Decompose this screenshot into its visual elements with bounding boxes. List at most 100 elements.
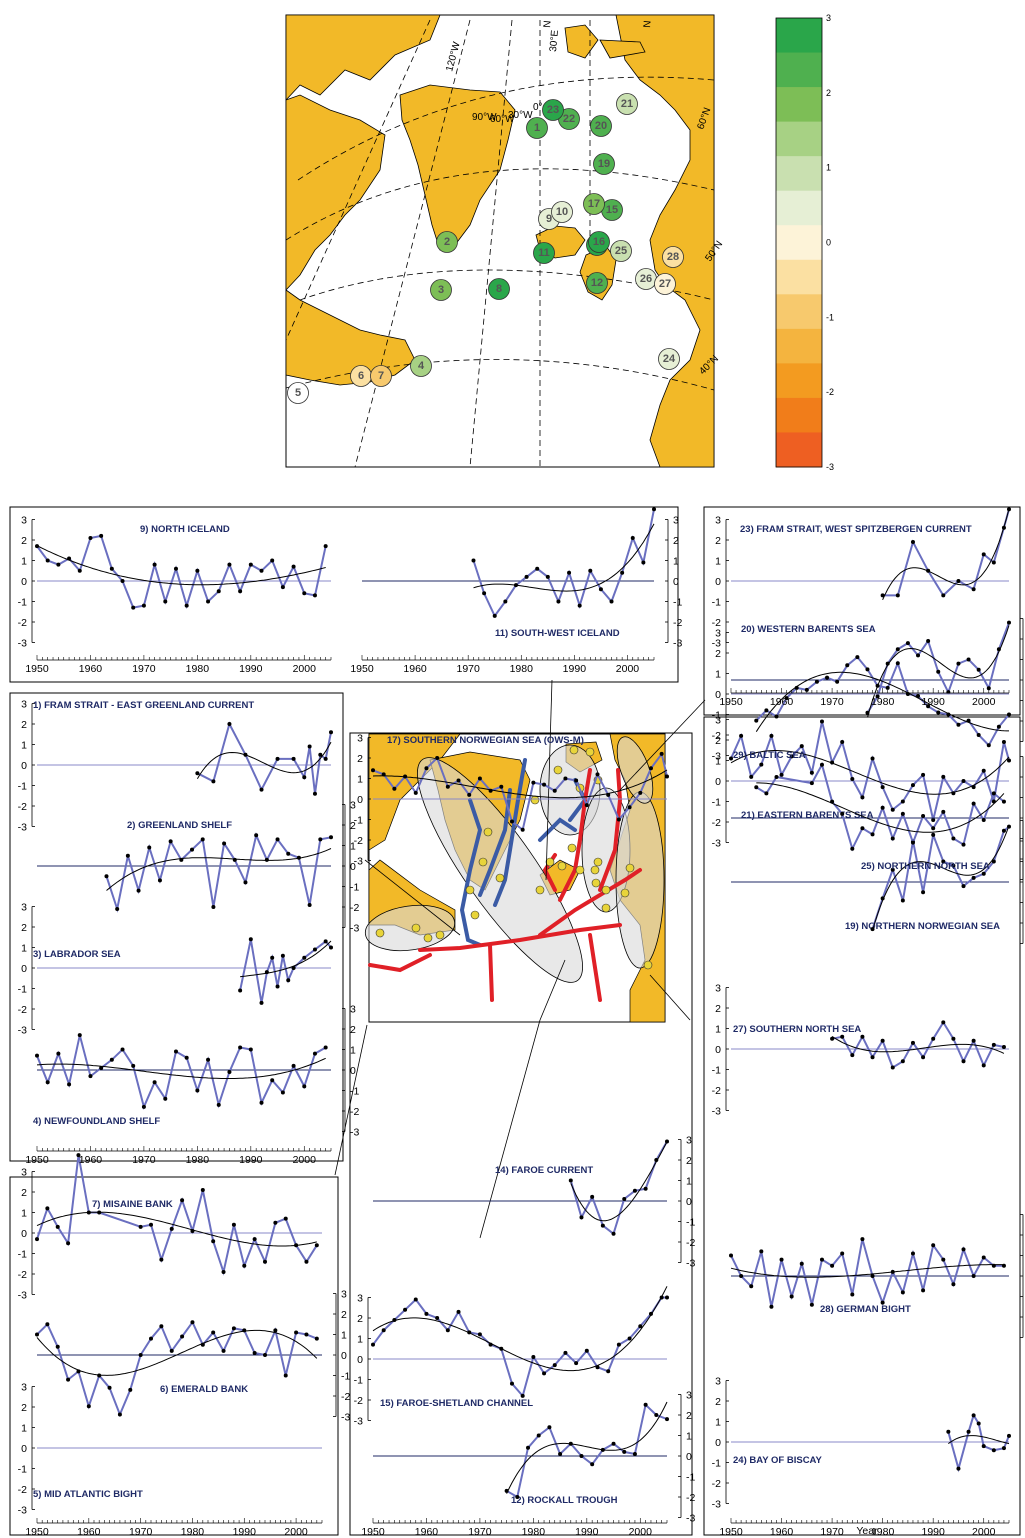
inset-station-dot [644, 961, 652, 969]
inset-station-dot [471, 911, 479, 919]
x-tick-label: 1960 [403, 663, 427, 675]
data-point [610, 600, 614, 604]
y-tick-label: -3 [712, 838, 721, 850]
station-label: 22 [563, 113, 575, 125]
data-point [195, 1089, 199, 1093]
inset-station-dot [531, 796, 539, 804]
data-point [45, 1206, 49, 1210]
data-point [424, 766, 428, 770]
inset-station-dot [558, 862, 566, 870]
colorbar-label: 2 [826, 88, 831, 98]
colorbar-label: -1 [826, 312, 834, 322]
data-point [478, 1332, 482, 1336]
y-tick-label: 3 [715, 515, 721, 527]
data-point [921, 1288, 925, 1292]
data-point [99, 534, 103, 538]
y-tick-label: 2 [21, 719, 27, 731]
lon-label-n2: N [642, 20, 654, 28]
data-point [921, 890, 925, 894]
y-tick-label: -2 [341, 1391, 350, 1403]
data-point [1002, 740, 1006, 744]
trend-line [37, 546, 326, 585]
colorbar-swatch [776, 398, 822, 433]
data-point [174, 567, 178, 571]
y-tick-label: -3 [350, 923, 359, 935]
data-point [227, 563, 231, 567]
panel-11: 3210-1-2-314) FAROE CURRENT [373, 1135, 695, 1270]
data-point [180, 1198, 184, 1202]
data-point [590, 1462, 594, 1466]
x-tick-label: 1980 [871, 696, 895, 708]
data-point [163, 600, 167, 604]
data-point [982, 1063, 986, 1067]
data-point [521, 1394, 525, 1398]
data-point [982, 1256, 986, 1260]
station-label: 4 [418, 360, 425, 372]
data-point [956, 579, 960, 583]
data-point [941, 810, 945, 814]
x-tick-label: 1960 [79, 663, 103, 675]
x-tick-label: 1960 [77, 1526, 101, 1538]
y-tick-label: -1 [712, 1065, 721, 1077]
data-point [217, 589, 221, 593]
x-tick-label: 1990 [233, 1526, 257, 1538]
data-point [46, 1080, 50, 1084]
data-point [654, 1413, 658, 1417]
y-tick-label: -3 [673, 638, 682, 650]
data-point [840, 1035, 844, 1039]
y-tick-label: -1 [341, 1371, 350, 1383]
data-point [153, 563, 157, 567]
station-label: 8 [496, 283, 502, 295]
data-point [941, 1020, 945, 1024]
series-line [373, 1298, 667, 1396]
data-point [118, 1412, 122, 1416]
panel-21: 3210-1-2-328) GERMAN BIGHT [729, 1210, 1025, 1345]
y-tick-label: 1 [21, 556, 27, 568]
y-tick-label: 0 [715, 1044, 721, 1056]
data-point [886, 686, 890, 690]
y-tick-label: -3 [350, 1127, 359, 1139]
data-point [820, 1258, 824, 1262]
panel-8: 3210-1-2-36) EMERALD BANK [35, 1289, 350, 1424]
data-point [263, 1353, 267, 1357]
data-point [665, 774, 669, 778]
x-tick-label: 2000 [616, 663, 640, 675]
data-point [201, 1188, 205, 1192]
trend-line [731, 1265, 1004, 1278]
data-point [916, 653, 920, 657]
station-label: 15 [606, 204, 618, 216]
station-label: 12 [591, 277, 603, 289]
data-point [260, 788, 264, 792]
y-tick-label: 0 [21, 1228, 27, 1240]
data-point [997, 725, 1001, 729]
y-tick-label: -1 [712, 1458, 721, 1470]
data-point [962, 1059, 966, 1063]
y-tick-label: 0 [21, 963, 27, 975]
x-axis: 1950 1960 1970 1980 1990 2000 [350, 655, 654, 675]
data-point [825, 676, 829, 680]
data-point [931, 1037, 935, 1041]
data-point [56, 563, 60, 567]
y-tick-label: 3 [21, 1167, 27, 1179]
data-point [850, 777, 854, 781]
data-point [951, 1282, 955, 1286]
data-point [977, 733, 981, 737]
data-point [769, 1305, 773, 1309]
trend-line [37, 1058, 326, 1078]
data-point [633, 1189, 637, 1193]
x-tick-label: 2000 [293, 1154, 317, 1166]
data-point [606, 1369, 610, 1373]
y-tick-label: -3 [686, 1258, 695, 1270]
station-marker: 3 [431, 280, 452, 301]
data-point [921, 773, 925, 777]
data-point [542, 1371, 546, 1375]
data-point [972, 1274, 976, 1278]
panel-title: 27) SOUTHERN NORTH SEA [733, 1024, 861, 1035]
data-point [860, 826, 864, 830]
station-marker: 16 [589, 232, 610, 253]
trend-line [756, 783, 1004, 832]
panel-title: 11) SOUTH-WEST ICELAND [495, 628, 620, 639]
station-marker: 12 [587, 273, 608, 294]
x-tick-label: 1960 [79, 1154, 103, 1166]
panel-6: 3210-1-2-34) NEWFOUNDLAND SHELF [33, 1004, 359, 1139]
